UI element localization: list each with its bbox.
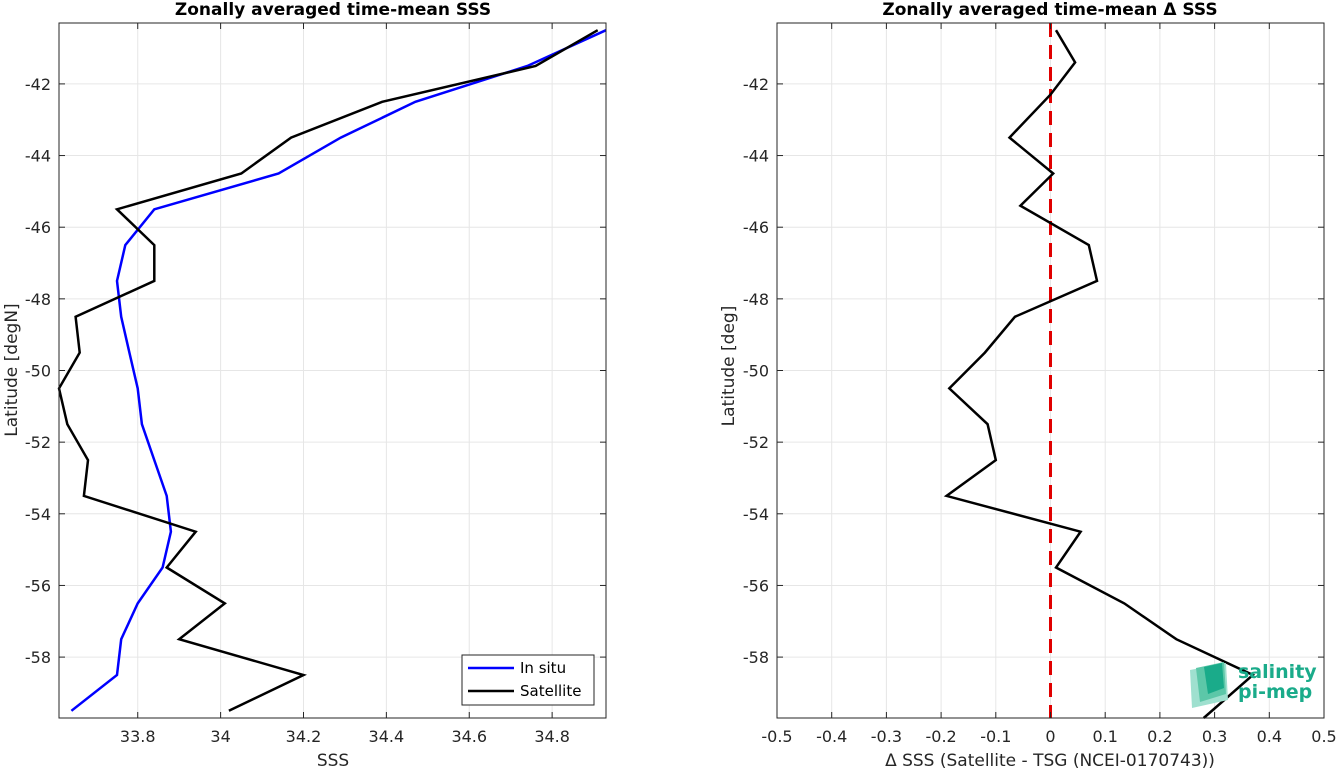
right-chart-ticks: -0.5 -0.4 -0.3 -0.2 -0.1 0 0.1 0.2 0.3 0.4 0.5 -58 -… [743,23,1336,746]
left-x-tick-label: 34.6 [451,727,487,746]
left-x-tick-label: 33.8 [120,727,156,746]
legend-box [461,654,595,706]
right-x-tick-label: 0.5 [1311,727,1336,746]
left-chart-legend: In situ Satellite [461,654,595,706]
left-y-tick-label: -50 [25,362,51,381]
right-x-tick-label: 0 [1045,727,1055,746]
right-x-tick-label: -0.2 [925,727,956,746]
right-y-tick-label: -58 [743,648,769,667]
left-x-tick-label: 34.2 [286,727,322,746]
right-x-tick-label: -0.3 [871,727,902,746]
left-chart-title: Zonally averaged time-mean SSS [175,0,491,20]
left-x-tick-label: 34.4 [369,727,405,746]
left-chart-plot-area [57,29,607,712]
left-y-tick-label: -48 [25,290,51,309]
left-y-tick-label: -56 [25,576,51,595]
right-y-tick-label: -50 [743,362,769,381]
right-chart-plot-area [943,23,1256,719]
left-y-tick-label: -44 [25,147,51,166]
legend-label-satellite: Satellite [520,682,581,700]
left-y-tick-label: -46 [25,218,51,237]
left-y-tick-label: -42 [25,75,51,94]
left-chart-x-axis-label: SSS [317,751,349,769]
left-series-line-satellite [57,29,599,712]
left-x-tick-label: 34 [210,727,230,746]
legend-label-in-situ: In situ [520,659,566,677]
salinity-pi-mep-logo: salinity pi-mep [1190,661,1317,708]
left-chart-ticks: 33.8 34 34.2 34.4 34.6 34.8 -58 -56 -54 -52 -50 -48… [25,23,606,746]
right-chart-panel: Zonally averaged time-mean Δ SSS -0.5 -0.… [719,0,1336,769]
right-y-tick-label: -52 [743,433,769,452]
left-series-line-in-situ [70,29,607,712]
right-x-tick-label: 0.4 [1257,727,1282,746]
right-x-tick-label: -0.4 [816,727,847,746]
left-chart-y-axis-label: Latitude [degN] [2,303,22,436]
right-y-tick-label: -46 [743,218,769,237]
right-series-line-series-0 [943,29,1256,719]
right-chart-title: Zonally averaged time-mean Δ SSS [882,0,1217,20]
right-y-tick-label: -42 [743,75,769,94]
left-x-tick-label: 34.8 [534,727,570,746]
right-x-tick-label: 0.1 [1092,727,1117,746]
right-chart-grid [776,23,1325,718]
left-y-tick-label: -58 [25,648,51,667]
logo-text-line1: salinity [1238,661,1317,683]
right-chart-y-axis-label: Latitude [deg] [719,306,739,427]
right-chart-x-axis-label: Δ SSS (Satellite - TSG (NCEI-0170743)) [885,751,1215,769]
left-chart-grid [59,23,606,718]
left-y-tick-label: -54 [25,505,51,524]
right-x-tick-label: -0.5 [761,727,792,746]
right-y-tick-label: -48 [743,290,769,309]
right-y-tick-label: -56 [743,576,769,595]
right-y-tick-label: -54 [743,505,769,524]
left-chart-panel: Zonally averaged time-mean SSS 33.8 34 34.… [2,0,607,769]
logo-text-line2: pi-mep [1238,681,1312,703]
right-x-tick-label: 0.3 [1202,727,1227,746]
right-x-tick-label: -0.1 [980,727,1011,746]
left-y-tick-label: -52 [25,433,51,452]
logo-mark-icon [1190,662,1228,708]
right-x-tick-label: 0.2 [1147,727,1172,746]
right-y-tick-label: -44 [743,147,769,166]
